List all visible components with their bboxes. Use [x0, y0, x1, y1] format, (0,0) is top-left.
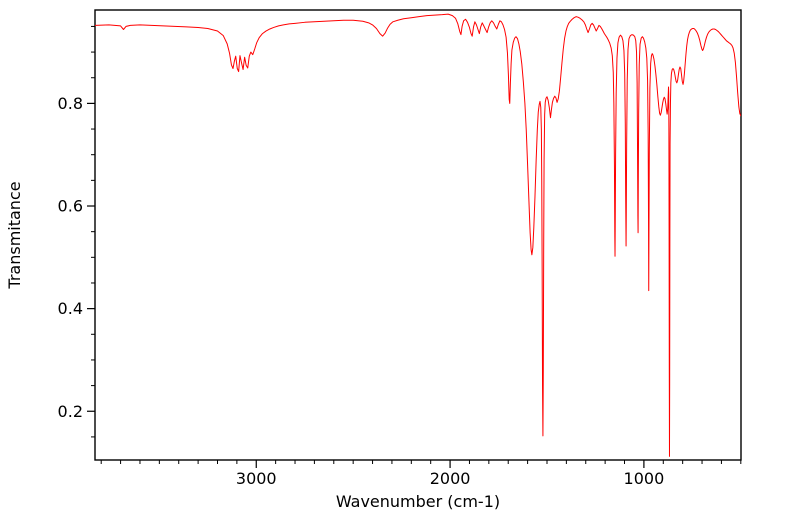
- axis-tick-labels: 3000 2000 1000 0.2 0.4 0.6 0.8: [58, 94, 665, 488]
- y-axis-label: Transmitance: [5, 181, 24, 289]
- axis-major-ticks: [87, 102, 645, 468]
- y-tick-label: 0.6: [58, 197, 83, 216]
- y-tick-label: 0.8: [58, 94, 83, 113]
- y-tick-label: 0.2: [58, 402, 83, 421]
- x-tick-label: 2000: [430, 469, 471, 488]
- x-tick-label: 3000: [236, 469, 277, 488]
- y-tick-label: 0.4: [58, 299, 83, 318]
- x-tick-label: 1000: [624, 469, 665, 488]
- spectrum-line: [95, 13, 741, 457]
- plot-frame: [94, 9, 742, 461]
- axis-minor-ticks: [91, 25, 742, 464]
- x-axis-label: Wavenumber (cm-1): [336, 492, 500, 511]
